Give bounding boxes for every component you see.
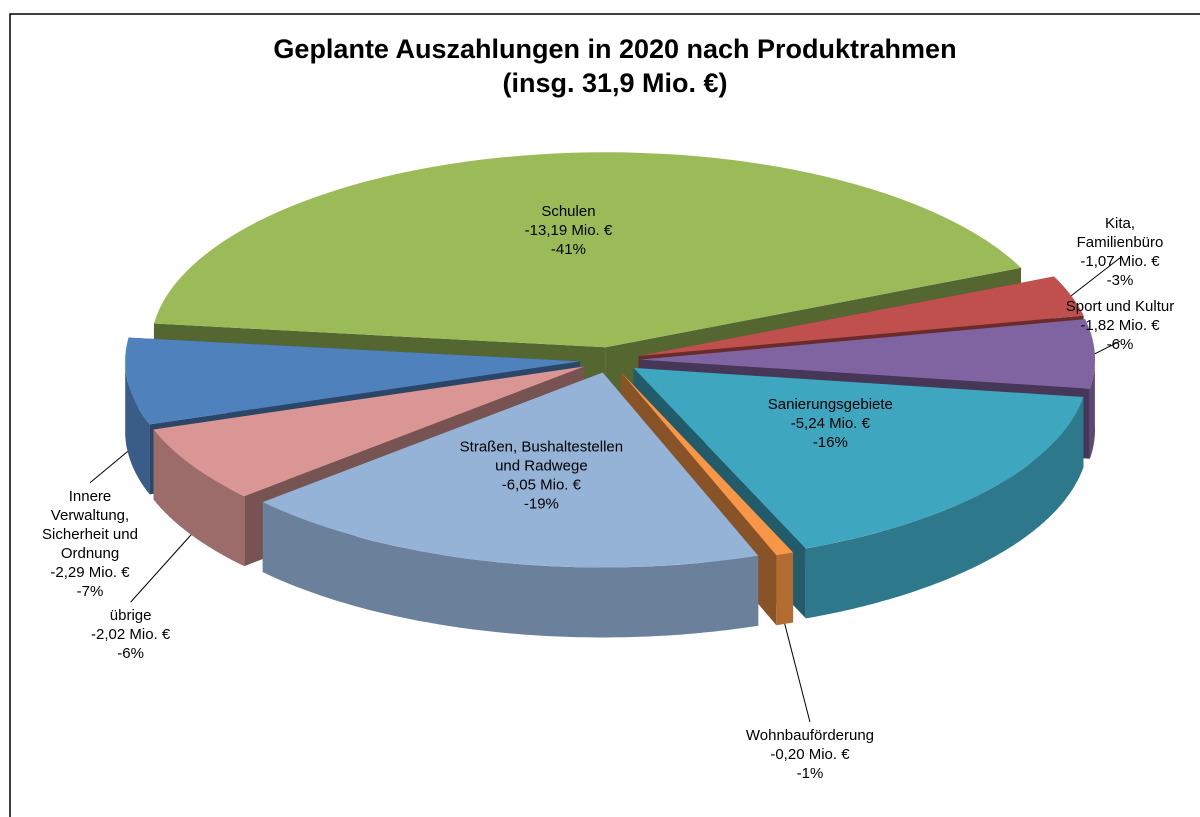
value-label: -13,19 Mio. €	[525, 222, 613, 239]
slice-side	[125, 358, 150, 495]
percent-label: -1%	[797, 765, 824, 782]
leader-line	[1094, 340, 1121, 355]
data-label: Kita, Familienbüro -1,07 Mio. € -3%	[1077, 215, 1164, 289]
slice-side	[1089, 356, 1095, 459]
data-label: Innere Verwaltung, Sicherheit und Ordnung -2…	[42, 488, 138, 600]
slice	[153, 152, 1022, 348]
slice	[638, 276, 1084, 357]
slice	[262, 372, 759, 568]
percent-label: -7%	[77, 583, 104, 600]
slice	[633, 367, 1084, 549]
leader-line	[89, 451, 128, 484]
value-label: -1,82 Mio. €	[1080, 317, 1160, 334]
category-label: Sanierungsgebiete	[768, 396, 893, 413]
slice-side	[805, 397, 1084, 619]
slice-side	[262, 502, 759, 638]
category-label: übrige	[110, 607, 152, 624]
category-label: Kita, Familienbüro	[1077, 215, 1164, 251]
category-label: Innere Verwaltung, Sicherheit und Ordnung	[42, 488, 138, 562]
percent-label: -41%	[551, 241, 586, 258]
percent-label: -19%	[524, 495, 559, 512]
leader-line	[130, 534, 192, 603]
leader-line	[784, 623, 811, 723]
chart-title: Geplante Auszahlungen in 2020 nach Produ…	[273, 34, 956, 64]
slice-side	[776, 552, 794, 626]
data-label: Schulen -13,19 Mio. € -41%	[525, 203, 613, 258]
slice	[153, 366, 585, 497]
data-label: Sanierungsgebiete -5,24 Mio. € -16%	[768, 396, 893, 451]
slice-side	[153, 429, 245, 567]
value-label: -5,24 Mio. €	[791, 415, 871, 432]
percent-label: -3%	[1107, 272, 1134, 289]
category-label: Sport und Kultur	[1066, 298, 1174, 315]
value-label: -6,05 Mio. €	[502, 476, 582, 493]
value-label: -0,20 Mio. €	[770, 746, 850, 763]
percent-label: -6%	[117, 645, 144, 662]
slice	[639, 319, 1095, 389]
category-label: Wohnbauförderung	[746, 727, 874, 744]
value-label: -2,29 Mio. €	[50, 564, 130, 581]
data-label: Wohnbauförderung -0,20 Mio. € -1%	[746, 727, 874, 782]
percent-label: -16%	[813, 434, 848, 451]
data-label: Straßen, Bushaltestellen und Radwege -6,05…	[460, 438, 623, 512]
percent-label: -6%	[1107, 336, 1134, 353]
value-label: -1,07 Mio. €	[1080, 253, 1160, 270]
slice	[125, 337, 581, 425]
category-label: Schulen	[541, 203, 595, 220]
chart-subtitle: (insg. 31,9 Mio. €)	[502, 68, 727, 98]
data-label: Sport und Kultur -1,82 Mio. € -6%	[1066, 298, 1174, 353]
leader-line	[1070, 257, 1121, 297]
slice	[620, 371, 794, 556]
value-label: -2,02 Mio. €	[91, 626, 171, 643]
data-label: übrige -2,02 Mio. € -6%	[91, 607, 171, 662]
category-label: Straßen, Bushaltestellen und Radwege	[460, 438, 623, 474]
